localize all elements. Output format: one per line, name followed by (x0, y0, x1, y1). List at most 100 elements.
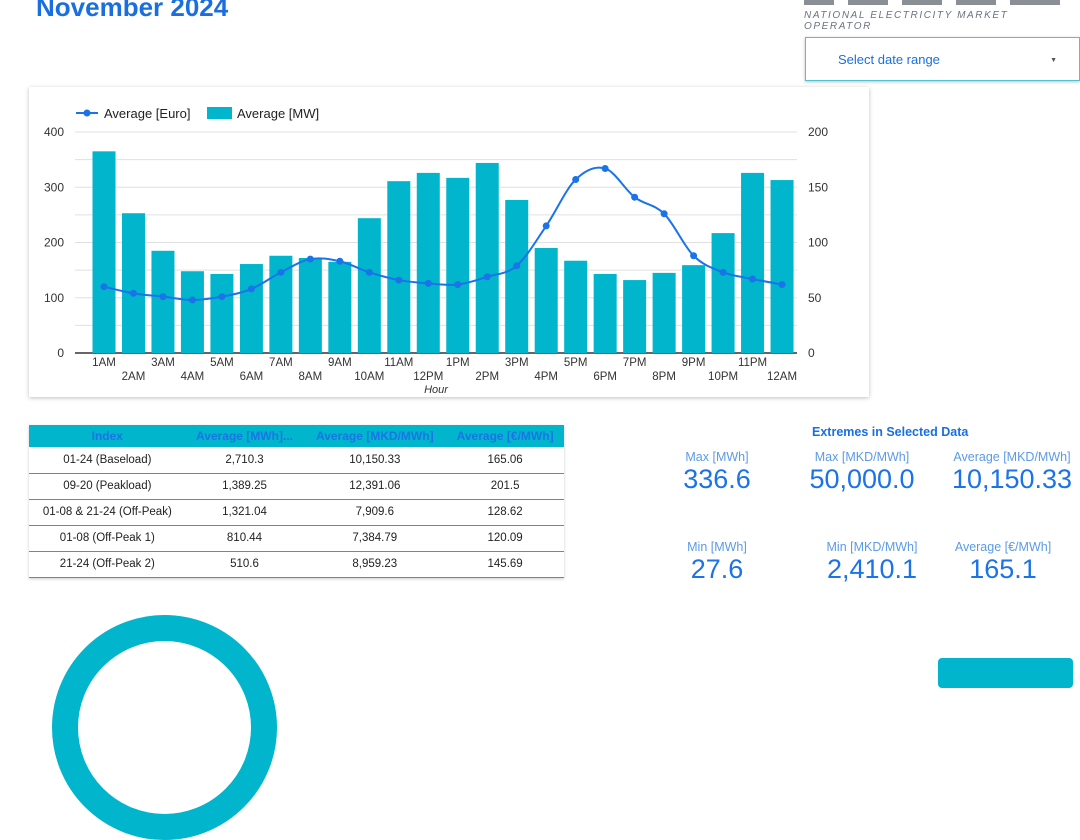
x-axis-tick: 12AM (767, 371, 797, 383)
euro-point-11PM (749, 275, 757, 283)
column-header[interactable]: Average [MWh]... (185, 425, 304, 447)
x-axis-tick: 6AM (240, 371, 264, 383)
action-button[interactable] (938, 658, 1073, 688)
bar-11PM (741, 172, 765, 353)
stat-value: 336.6 (683, 464, 751, 494)
stat-card: Average [€/MWh] 165.1 (913, 540, 1080, 584)
column-header[interactable]: Index (29, 425, 186, 447)
bar-8PM (652, 272, 676, 353)
bar-6PM (593, 273, 617, 353)
left-axis-tick: 100 (44, 291, 64, 305)
euro-point-7PM (631, 193, 639, 201)
stat-label: Min [MWh] (687, 540, 747, 554)
euro-point-10PM (719, 268, 727, 276)
euro-point-5AM (218, 293, 226, 301)
stat-label: Average [MKD/MWh] (953, 450, 1071, 464)
bar-5PM (564, 260, 588, 353)
right-axis-tick: 0 (808, 346, 815, 360)
hourly-chart: 0 100 200 300 400 0 50 100 150 200 1AM 2AM 3AM 4AM 5AM… (44, 106, 828, 396)
stat-value: 2,410.1 (826, 554, 918, 584)
table-cell: 7,909.6 (303, 499, 447, 526)
table-cell: 165.06 (446, 447, 564, 474)
legend-line-marker (83, 109, 91, 117)
bar-12AM (770, 180, 794, 353)
bar-4AM (180, 271, 204, 353)
x-axis-tick: 9PM (682, 357, 706, 369)
euro-point-3PM (513, 262, 521, 270)
x-axis-tick: 12PM (413, 371, 443, 383)
stat-value: 165.1 (969, 554, 1037, 584)
euro-point-5PM (572, 176, 580, 184)
euro-point-9PM (690, 252, 698, 260)
x-axis-tick: 8AM (299, 371, 323, 383)
x-axis-tick: 11AM (384, 357, 413, 369)
bar-10AM (357, 218, 381, 353)
bar-2PM (475, 162, 499, 353)
left-axis-tick: 300 (44, 180, 64, 194)
stat-card: Max [MKD/MWh] 50,000.0 (772, 450, 952, 494)
euro-point-1AM (100, 283, 108, 291)
euro-point-8AM (306, 255, 314, 263)
nemo-logo (804, 0, 1074, 24)
right-axis-tick: 150 (808, 180, 828, 194)
euro-point-3AM (159, 293, 167, 301)
legend-euro-label: Average [Euro] (104, 106, 190, 121)
stat-value: 10,150.33 (951, 464, 1073, 494)
caret-down-icon: ▼ (1050, 57, 1057, 64)
euro-point-7AM (277, 268, 285, 276)
x-axis-tick: 3AM (151, 357, 175, 369)
table-header-row: Index Average [MWh]... Average [MKD/MWh] Av… (29, 425, 564, 447)
table-row: 01-08 (Off-Peak 1) 810.44 7,384.79 120.09 (29, 525, 564, 552)
stat-value: 50,000.0 (809, 464, 915, 494)
table-cell: 7,384.79 (303, 525, 447, 552)
bar-7AM (269, 255, 293, 353)
bar-11AM (387, 181, 411, 353)
euro-point-9AM (336, 257, 344, 265)
table-cell: 01-24 (Baseload) (29, 447, 186, 474)
table-row: 09-20 (Peakload) 1,389.25 12,391.06 201.5 (29, 473, 564, 500)
euro-point-11AM (395, 276, 403, 284)
x-axis-tick: 6PM (593, 371, 617, 383)
table-cell: 145.69 (446, 551, 564, 578)
bar-1AM (92, 151, 116, 353)
table-cell: 201.5 (446, 473, 564, 500)
bar-5AM (210, 273, 234, 353)
column-header[interactable]: Average [€/MWh] (446, 425, 564, 447)
x-axis-tick: 4AM (181, 371, 205, 383)
euro-point-2PM (483, 273, 491, 281)
table-cell: 12,391.06 (303, 473, 447, 500)
extremes-title: Extremes in Selected Data (812, 425, 969, 439)
euro-point-6AM (247, 285, 255, 293)
stat-card: Min [MKD/MWh] 2,410.1 (782, 540, 962, 584)
right-axis-tick: 100 (808, 236, 828, 250)
x-axis-tick: 7AM (269, 357, 293, 369)
x-axis-tick: 8PM (652, 371, 676, 383)
table-cell: 128.62 (446, 499, 564, 526)
stat-card: Average [MKD/MWh] 10,150.33 (922, 450, 1080, 494)
table-cell: 1,389.25 (185, 473, 304, 500)
bar-3PM (505, 199, 529, 353)
table-cell: 810.44 (185, 525, 304, 552)
right-axis-tick: 50 (808, 291, 822, 305)
table-row: 01-08 & 21-24 (Off-Peak) 1,321.04 7,909.6 1… (29, 499, 564, 526)
x-axis-tick: 5AM (210, 357, 234, 369)
stat-label: Max [MWh] (685, 450, 749, 464)
table-cell: 1,321.04 (185, 499, 304, 526)
euro-point-6PM (601, 164, 609, 172)
bar-6AM (239, 264, 263, 353)
left-axis-tick: 0 (57, 346, 64, 360)
x-axis-tick: 4PM (534, 371, 558, 383)
euro-point-10AM (365, 268, 373, 276)
date-range-label: Select date range (838, 51, 940, 67)
x-axis-tick: 5PM (564, 357, 588, 369)
donut-chart (52, 615, 277, 840)
logo-tagline: NATIONAL ELECTRICITY MARKET OPERATOR (804, 10, 1009, 32)
euro-point-1PM (454, 280, 462, 288)
bar-4PM (534, 248, 558, 353)
table-cell: 09-20 (Peakload) (29, 473, 186, 500)
euro-point-2AM (129, 289, 137, 297)
bar-2AM (121, 213, 145, 353)
bar-1PM (446, 177, 470, 353)
x-axis-tick: 3PM (505, 357, 529, 369)
column-header[interactable]: Average [MKD/MWh] (303, 425, 447, 447)
